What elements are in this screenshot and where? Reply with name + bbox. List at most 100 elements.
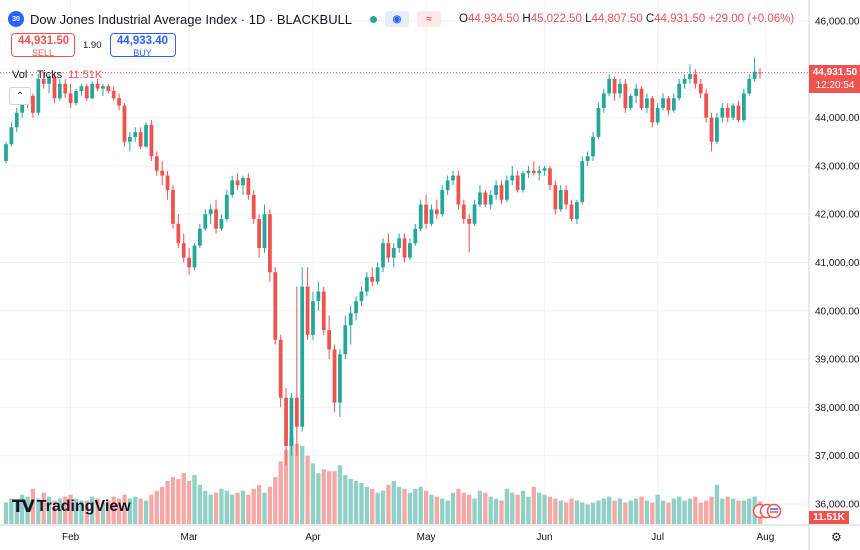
candle[interactable] <box>731 103 735 121</box>
candle[interactable] <box>262 204 267 253</box>
candle[interactable] <box>639 86 644 111</box>
candle[interactable] <box>580 156 585 205</box>
buy-button[interactable]: 44,933.40 BUY <box>109 33 176 58</box>
candle[interactable] <box>461 199 466 224</box>
candle[interactable] <box>149 120 154 162</box>
candle[interactable] <box>531 161 536 176</box>
candle[interactable] <box>31 93 35 118</box>
candle[interactable] <box>224 190 229 222</box>
candle[interactable] <box>596 103 601 140</box>
candle[interactable] <box>364 272 369 297</box>
candle[interactable] <box>359 286 364 306</box>
candle[interactable] <box>192 243 197 270</box>
eye-icon[interactable]: ◉ <box>385 11 410 27</box>
candle[interactable] <box>709 112 714 152</box>
candle[interactable] <box>52 71 57 104</box>
candle[interactable] <box>41 71 46 89</box>
candle[interactable] <box>601 88 606 113</box>
candle[interactable] <box>14 107 19 133</box>
candle[interactable] <box>165 170 170 200</box>
candle[interactable] <box>510 165 515 186</box>
candle[interactable] <box>338 349 342 418</box>
wave-icon[interactable]: ≈ <box>417 11 442 27</box>
candle[interactable] <box>321 286 326 335</box>
candle[interactable] <box>300 267 305 432</box>
candle[interactable] <box>499 180 504 205</box>
candle[interactable] <box>74 88 78 106</box>
candle[interactable] <box>332 344 337 413</box>
volume-indicator-legend[interactable]: Vol · Ticks 11.51K <box>12 69 102 81</box>
candle[interactable] <box>241 175 245 195</box>
candle[interactable] <box>289 392 294 456</box>
candle[interactable] <box>504 175 509 203</box>
candle[interactable] <box>386 233 391 263</box>
symbol-title[interactable]: Dow Jones Industrial Average Index · 1D … <box>30 11 353 27</box>
candle[interactable] <box>354 296 358 321</box>
candle[interactable] <box>488 190 493 210</box>
candle[interactable] <box>478 185 482 207</box>
candle[interactable] <box>79 83 84 96</box>
candle[interactable] <box>607 74 612 96</box>
candle[interactable] <box>440 185 445 217</box>
candle[interactable] <box>144 122 148 148</box>
candle[interactable] <box>558 185 563 212</box>
candle[interactable] <box>585 151 590 166</box>
candle[interactable] <box>548 165 552 191</box>
candle[interactable] <box>569 199 574 222</box>
candle[interactable] <box>305 267 310 340</box>
candle[interactable] <box>203 209 208 232</box>
candle[interactable] <box>747 74 752 96</box>
candle[interactable] <box>741 88 746 123</box>
candle[interactable] <box>445 175 450 195</box>
candle[interactable] <box>698 78 703 99</box>
candle[interactable] <box>429 204 434 227</box>
candle[interactable] <box>413 223 418 246</box>
candle[interactable] <box>111 86 116 101</box>
candle[interactable] <box>138 127 143 149</box>
candle[interactable] <box>154 151 159 176</box>
candle[interactable] <box>720 103 725 123</box>
candle[interactable] <box>36 74 41 116</box>
candle[interactable] <box>542 165 547 176</box>
candle[interactable] <box>418 199 423 232</box>
candle[interactable] <box>661 93 665 111</box>
candle[interactable] <box>63 78 68 99</box>
candle[interactable] <box>370 267 375 287</box>
candle[interactable] <box>160 161 165 186</box>
candle[interactable] <box>408 238 412 261</box>
candle[interactable] <box>214 199 218 234</box>
candle[interactable] <box>348 305 353 345</box>
candle[interactable] <box>90 81 95 100</box>
candle[interactable] <box>666 95 671 116</box>
candle[interactable] <box>117 93 121 111</box>
candle[interactable] <box>451 170 455 186</box>
candle[interactable] <box>467 214 472 253</box>
candle[interactable] <box>655 103 660 125</box>
candle[interactable] <box>251 190 256 224</box>
candle[interactable] <box>171 185 175 229</box>
candle[interactable] <box>736 100 741 123</box>
candle[interactable] <box>95 78 100 92</box>
candle[interactable] <box>515 170 520 193</box>
candle[interactable] <box>4 141 8 164</box>
candle[interactable] <box>294 286 299 456</box>
candle[interactable] <box>316 281 321 311</box>
candle[interactable] <box>343 315 348 360</box>
candle[interactable] <box>273 267 278 345</box>
collapse-legend-chevron-up-icon[interactable]: ⌃ <box>9 87 31 105</box>
candle[interactable] <box>575 199 579 224</box>
candle[interactable] <box>208 204 213 224</box>
candle[interactable] <box>375 262 380 285</box>
candle[interactable] <box>176 214 181 249</box>
candle[interactable] <box>424 194 428 229</box>
candle[interactable] <box>456 170 461 210</box>
candle[interactable] <box>246 173 251 200</box>
candle[interactable] <box>591 132 595 162</box>
candle[interactable] <box>122 103 127 147</box>
candle[interactable] <box>526 165 531 178</box>
candle[interactable] <box>47 74 51 94</box>
candle[interactable] <box>553 180 558 215</box>
candle[interactable] <box>381 238 385 273</box>
